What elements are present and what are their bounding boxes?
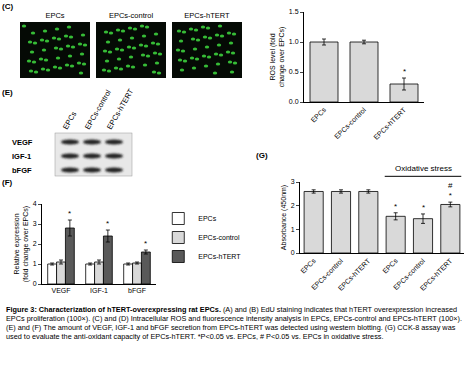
html-text:(F): (F) <box>2 178 13 187</box>
svg-text:EPCs: EPCs <box>45 11 64 20</box>
svg-text:bFGF: bFGF <box>128 287 146 294</box>
svg-text:Relative expression(fold chang: Relative expression(fold change over EPC… <box>13 206 30 282</box>
svg-text:EPCs: EPCs <box>198 215 216 222</box>
svg-text:VEGF: VEGF <box>12 138 33 147</box>
svg-text:1: 1 <box>33 260 37 267</box>
svg-text:IGF-1: IGF-1 <box>90 287 108 294</box>
svg-text:Absorbance (450nm): Absorbance (450nm) <box>280 185 288 250</box>
svg-text:*: * <box>422 203 425 212</box>
svg-text:0: 0 <box>291 249 295 256</box>
svg-text:*: * <box>144 239 147 248</box>
svg-text:EPCs: EPCs <box>381 257 399 275</box>
svg-text:*: * <box>403 67 406 76</box>
svg-text:4: 4 <box>33 200 37 207</box>
svg-text:1: 1 <box>291 226 295 233</box>
svg-text:2: 2 <box>33 240 37 247</box>
svg-text:0.5: 0.5 <box>289 68 299 75</box>
svg-text:(E): (E) <box>2 88 13 97</box>
svg-text:EPCs-control: EPCs-control <box>198 234 240 241</box>
svg-text:EPCs: EPCs <box>299 257 317 275</box>
svg-text:EPCs-control: EPCs-control <box>109 11 154 20</box>
svg-text:EPCs-hTERT: EPCs-hTERT <box>184 11 230 20</box>
html-text:Figure 3: Characterization of: Figure 3: Characterization of hTERT-over… <box>6 305 462 341</box>
svg-text:VEGF: VEGF <box>51 287 70 294</box>
svg-text:EPCs-control: EPCs-control <box>82 88 113 131</box>
svg-text:EPCs-control: EPCs-control <box>392 257 426 291</box>
svg-text:0.0: 0.0 <box>289 98 299 105</box>
svg-text:EPCs-hTERT: EPCs-hTERT <box>105 87 136 131</box>
svg-text:EPCs-control: EPCs-control <box>333 106 367 140</box>
svg-text:EPCs: EPCs <box>61 110 79 131</box>
svg-text:bFGF: bFGF <box>12 166 32 175</box>
svg-text:EPCs-hTERT: EPCs-hTERT <box>419 257 454 292</box>
svg-text:2: 2 <box>291 202 295 209</box>
svg-text:EPCs-control: EPCs-control <box>310 257 344 291</box>
svg-text:EPCs-hTERT: EPCs-hTERT <box>198 253 241 260</box>
svg-text:0: 0 <box>33 280 37 287</box>
svg-text:*: * <box>106 219 109 228</box>
svg-text:IGF-1: IGF-1 <box>12 152 31 161</box>
svg-text:(C): (C) <box>2 2 13 11</box>
svg-text:ROS level (foldchange over EPC: ROS level (foldchange over EPCs) <box>269 27 286 88</box>
svg-text:#*: #* <box>448 181 453 200</box>
svg-text:3: 3 <box>291 178 295 185</box>
svg-text:3: 3 <box>33 220 37 227</box>
svg-text:*: * <box>394 202 397 211</box>
svg-text:EPCs-hTERT: EPCs-hTERT <box>337 257 372 292</box>
svg-text:EPCs: EPCs <box>310 106 328 124</box>
svg-text:1.0: 1.0 <box>289 38 299 45</box>
svg-text:EPCs-hTERT: EPCs-hTERT <box>372 106 407 141</box>
svg-text:*: * <box>68 209 71 218</box>
html-text:(G): (G) <box>256 151 268 160</box>
svg-text:1.5: 1.5 <box>289 8 299 15</box>
svg-text:Oxidative stress: Oxidative stress <box>395 164 452 173</box>
